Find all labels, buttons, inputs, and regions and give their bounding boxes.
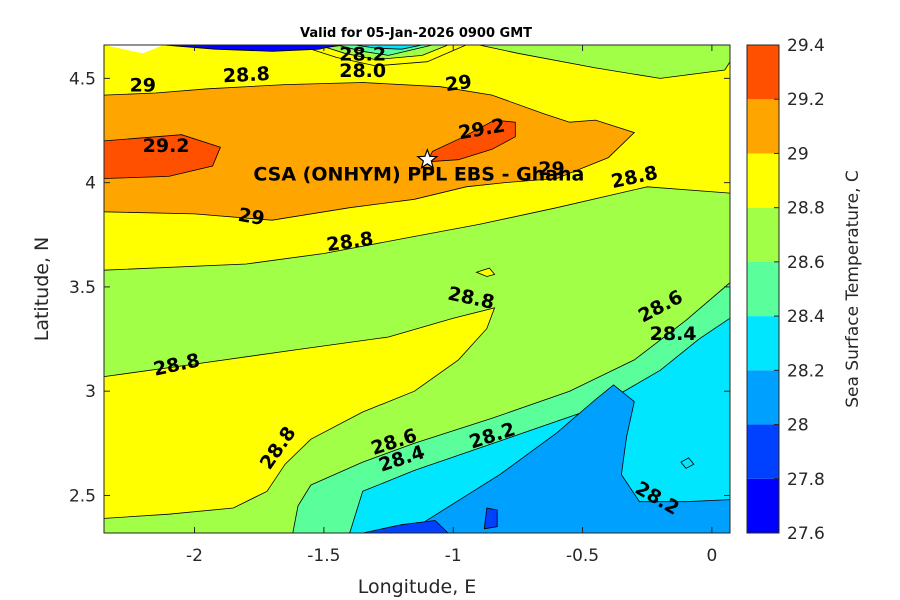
contour-label: 29: [538, 158, 564, 180]
colorbar-tick-label: 28.6: [787, 253, 825, 273]
colorbar-swatch: [747, 45, 779, 100]
contour-label: 29: [444, 71, 473, 96]
contour-region-27-8: [483, 507, 498, 530]
colorbar-tick-label: 29.4: [787, 36, 825, 56]
contour-fills: [104, 45, 730, 533]
chart-title: Valid for 05-Jan-2026 0900 GMT: [300, 26, 532, 41]
colorbar-swatch: [747, 261, 779, 317]
contour-region-28-8: [475, 267, 496, 277]
plot-frame: [103, 44, 731, 534]
no-data-region: [104, 45, 164, 54]
contour-region-28: [405, 384, 730, 533]
colorbar-tick-label: 28.2: [787, 361, 825, 381]
colorbar-swatches: [747, 45, 779, 533]
colorbar-swatch: [747, 316, 779, 371]
site-star-icon: [416, 147, 439, 170]
contour-region-28-8: [104, 307, 496, 519]
colorbar-swatch: [747, 207, 779, 262]
contour-label: 28.8: [222, 63, 270, 87]
site-label: CSA (ONHYM) PPL EBS - Ghana: [253, 164, 584, 186]
contour-region-29-2: [426, 119, 516, 163]
colorbar-tick-label: 28.4: [787, 307, 825, 327]
contour-region-27-6: [163, 45, 345, 52]
x-tick-label: -1.5: [307, 546, 340, 566]
y-tick-label: 3: [85, 382, 96, 402]
contour-region-28-2: [354, 45, 423, 50]
y-tick-label: 3.5: [69, 278, 96, 298]
contour-label: 29: [236, 204, 266, 230]
y-axis-ticks: 2.5 3 3.5 4 4.5: [69, 69, 730, 506]
colorbar-swatch: [747, 153, 779, 208]
colorbar-swatch: [747, 370, 779, 425]
contour-label: 29: [130, 75, 156, 97]
y-axis-label: Latitude, N: [31, 237, 53, 342]
colorbar-tick-label: 27.8: [787, 470, 825, 490]
site-marker: [416, 147, 439, 170]
contour-region-29: [104, 82, 636, 221]
colorbar-swatch: [747, 424, 779, 479]
x-tick-label: -1: [445, 546, 462, 566]
colorbar-tick-label: 29: [787, 144, 809, 164]
colorbar-label: Sea Surface Temperature, C: [843, 170, 863, 408]
colorbar-tick-label: 27.6: [787, 524, 825, 544]
y-tick-label: 4: [85, 174, 96, 194]
colorbar-swatch: [747, 478, 779, 533]
y-tick-label: 4.5: [69, 69, 96, 89]
colorbar-tick-label: 28.8: [787, 199, 825, 219]
contour-label: 29.2: [143, 135, 190, 157]
colorbar-tick-label: 29.2: [787, 90, 825, 110]
contour-label: 28.4: [650, 323, 697, 345]
y-tick-label: 2.5: [69, 486, 96, 506]
contour-label: 28.0: [339, 60, 386, 82]
colorbar-frame: [746, 44, 780, 534]
x-tick-label: -0.5: [566, 546, 599, 566]
x-axis-ticks: -2 -1.5 -1 -0.5 0: [186, 45, 717, 566]
x-axis-label: Longitude, E: [358, 576, 477, 598]
contour-region-27-8: [362, 520, 449, 533]
colorbar-tick-label: 28: [787, 416, 809, 436]
contour-region-28-2: [680, 457, 695, 469]
x-tick-label: 0: [706, 546, 717, 566]
contour-region-28-2: [349, 317, 730, 533]
colorbar-swatch: [747, 99, 779, 154]
x-tick-label: -2: [186, 546, 203, 566]
colorbar: 27.6 27.8 28 28.2 28.4 28.6 28.8 29 29.2 29.4 Sea…: [746, 36, 863, 544]
contour-region-29-2: [104, 134, 221, 179]
contour-label: 28.2: [339, 43, 386, 65]
colorbar-ticks: 27.6 27.8 28 28.2 28.4 28.6 28.8 29 29.2 29.4: [774, 36, 825, 544]
